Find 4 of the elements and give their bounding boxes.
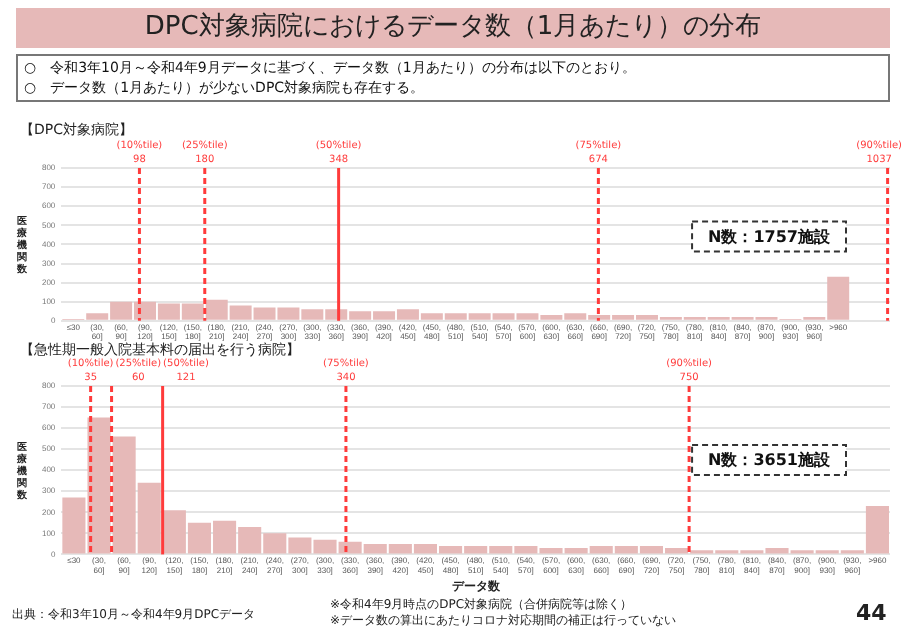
text: DPC対象病院におけるデータ数（1月あたり）の分布 (16, 8, 890, 48)
annotation: N数：3651施設 (708, 451, 832, 470)
text: 44 (856, 600, 887, 626)
annotation: N数：1757施設 (708, 227, 832, 246)
